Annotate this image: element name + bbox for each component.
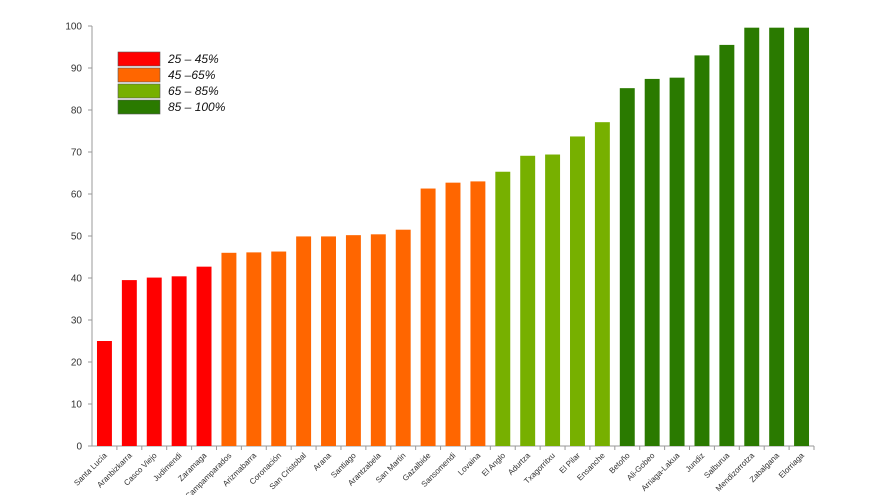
bar [570,136,585,446]
bar [644,78,660,447]
y-tick-label: 10 [71,400,83,411]
x-tick-label: Ensanche [575,451,607,483]
y-tick-label: 100 [65,22,82,33]
legend-swatch [117,83,161,99]
bar [96,341,112,446]
bar [470,181,486,446]
bar [221,252,237,446]
bar [619,88,635,446]
x-tick-label: Arana [311,451,333,473]
bar [395,229,411,446]
bar [520,155,536,446]
y-tick-label: 90 [71,64,83,75]
bar [370,234,386,446]
bar [171,276,187,446]
bar [545,154,561,446]
legend-label: 85 – 100% [168,100,226,114]
bar [445,182,461,446]
bars [96,27,810,447]
bar [321,236,336,446]
x-tick-label: Jundiz [684,451,707,474]
legend-label: 45 –65% [168,68,216,82]
bar [121,280,137,446]
legend: 25 – 45% 45 –65% 65 – 85% 85 – 100% [117,51,226,115]
y-axis: 0 10 20 30 40 50 60 70 80 90 100 [65,22,93,453]
bar [246,252,262,446]
bar [420,188,436,447]
bar [594,122,610,447]
legend-swatch [117,99,161,115]
bar [495,171,511,447]
legend-label: 25 – 45% [167,52,219,66]
bar [669,77,685,446]
y-tick-label: 40 [71,274,83,285]
y-tick-label: 50 [71,232,83,243]
x-tick-label: Lovaina [456,451,483,478]
y-tick-label: 80 [71,106,83,117]
legend-swatch [117,51,161,67]
x-tick-label: El Anglo [480,451,508,479]
bar [345,235,361,446]
bar [146,277,162,446]
y-tick-label: 60 [71,190,83,201]
bar [719,44,735,447]
y-tick-label: 30 [71,316,83,327]
bar [296,236,312,446]
bar [769,27,785,447]
bar [271,251,287,446]
y-tick-label: 0 [76,442,82,453]
bar [744,27,760,447]
x-tick-label: Elorriaga [777,451,806,480]
y-tick-label: 20 [71,358,83,369]
legend-swatch [117,67,161,83]
y-tick-label: 70 [71,148,83,159]
bar [196,266,212,446]
legend-label: 65 – 85% [168,84,219,98]
bar [694,55,710,447]
bar [794,27,810,447]
